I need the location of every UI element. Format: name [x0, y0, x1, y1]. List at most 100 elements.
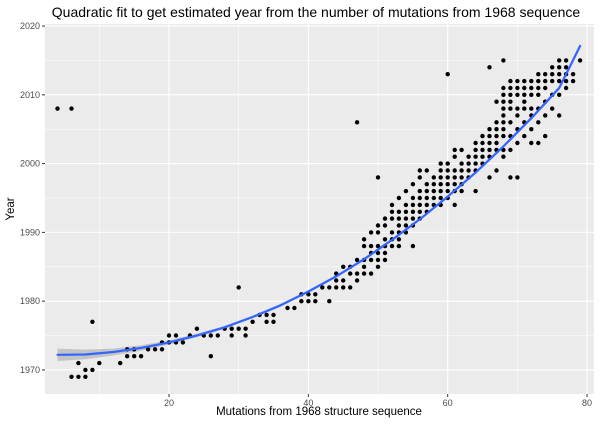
data-point: [431, 195, 436, 201]
data-point: [361, 271, 367, 276]
data-point: [543, 72, 548, 77]
data-point: [348, 271, 353, 276]
data-point: [180, 340, 186, 345]
data-point: [557, 78, 562, 84]
data-point: [389, 209, 395, 214]
data-point: [563, 85, 569, 91]
data-point: [424, 168, 429, 173]
data-point: [375, 250, 381, 256]
data-point: [515, 78, 520, 84]
data-point: [341, 264, 346, 269]
data-point: [494, 168, 499, 173]
data-point: [320, 285, 325, 290]
data-point: [403, 209, 409, 214]
data-point: [508, 85, 513, 91]
data-point: [375, 230, 381, 235]
data-point: [494, 140, 499, 146]
data-point: [508, 147, 513, 153]
data-point: [417, 188, 422, 194]
data-point: [570, 72, 576, 77]
data-point: [264, 319, 269, 324]
data-point: [382, 237, 388, 242]
data-point: [264, 312, 269, 318]
data-point: [396, 223, 402, 228]
data-point: [243, 326, 248, 331]
data-point: [368, 230, 374, 235]
data-point: [69, 374, 74, 379]
chart-title: Quadratic fit to get estimated year from…: [52, 4, 581, 20]
data-point: [375, 175, 381, 180]
data-point: [438, 195, 443, 201]
data-point: [424, 195, 429, 201]
data-point: [570, 78, 576, 84]
data-point: [375, 257, 381, 263]
data-point: [487, 140, 492, 146]
data-point: [313, 299, 318, 304]
data-point: [522, 85, 527, 91]
data-point: [543, 85, 548, 91]
data-point: [563, 65, 569, 70]
data-point: [396, 243, 402, 249]
data-point: [536, 72, 541, 77]
data-point: [445, 188, 450, 194]
data-point: [382, 223, 388, 228]
data-point: [501, 92, 506, 98]
data-point: [361, 237, 367, 242]
data-point: [431, 182, 436, 187]
data-point: [403, 202, 409, 208]
data-point: [480, 133, 485, 139]
data-point: [118, 360, 123, 366]
data-point: [236, 326, 241, 331]
data-point: [410, 209, 416, 214]
data-point: [557, 65, 562, 70]
data-point: [452, 182, 457, 187]
data-point: [396, 216, 402, 221]
data-point: [473, 161, 478, 166]
data-point: [368, 243, 374, 249]
data-point: [138, 354, 144, 359]
data-point: [389, 202, 395, 208]
data-point: [480, 154, 485, 159]
data-point: [417, 202, 422, 208]
data-point: [487, 127, 492, 132]
data-point: [515, 140, 520, 146]
data-point: [375, 264, 381, 269]
data-point: [243, 333, 248, 338]
data-point: [341, 285, 346, 290]
data-point: [473, 147, 478, 153]
data-point: [529, 106, 534, 111]
data-point: [452, 168, 457, 173]
data-point: [459, 188, 464, 194]
data-point: [403, 216, 409, 221]
data-point: [522, 106, 527, 111]
data-point: [354, 271, 360, 276]
data-point: [417, 209, 422, 214]
data-point: [508, 99, 513, 104]
data-point: [306, 299, 311, 304]
data-point: [354, 120, 360, 125]
major-gridlines: [45, 24, 594, 394]
data-point: [438, 188, 443, 194]
data-point: [529, 78, 534, 84]
y-axis-title: Year: [5, 197, 17, 220]
data-point: [508, 92, 513, 98]
data-point: [522, 99, 527, 104]
data-point: [354, 278, 360, 283]
data-point: [76, 360, 81, 366]
data-point: [403, 223, 409, 228]
data-point: [208, 333, 213, 338]
data-point: [550, 78, 555, 84]
data-point: [494, 120, 499, 125]
data-point: [501, 99, 506, 104]
data-point: [473, 188, 478, 194]
data-point: [536, 140, 541, 146]
data-point: [473, 140, 478, 146]
data-point: [438, 175, 443, 180]
data-point: [382, 250, 388, 256]
x-tick-label: 40: [303, 398, 313, 408]
data-point: [173, 333, 179, 338]
data-point: [208, 354, 213, 359]
data-point: [90, 367, 95, 373]
data-point: [292, 305, 297, 311]
data-point: [327, 285, 332, 290]
